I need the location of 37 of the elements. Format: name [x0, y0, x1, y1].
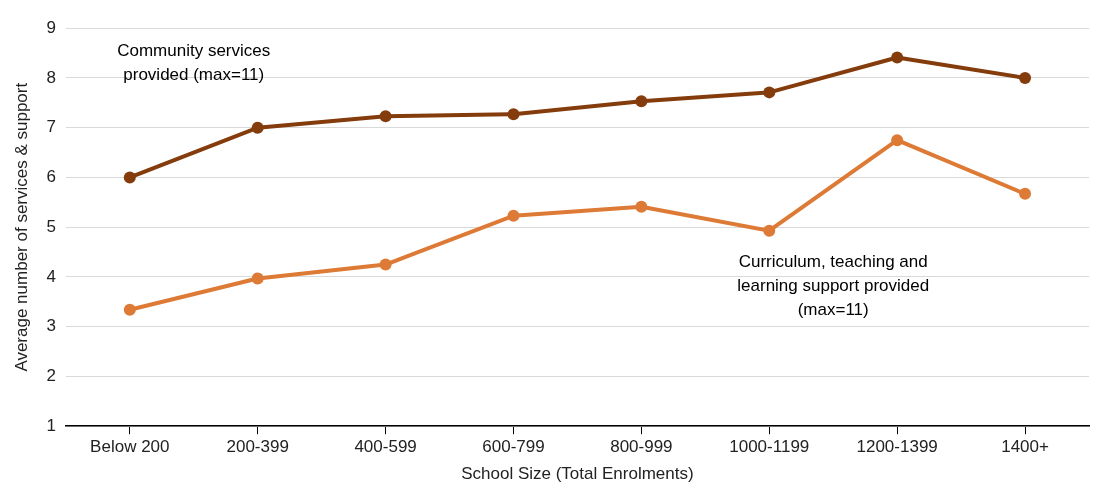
series-label: Curriculum, teaching and learning support provided (max=11)	[737, 252, 930, 320]
x-tick-label: 1400+	[1001, 437, 1049, 457]
point	[123, 303, 136, 316]
point	[1019, 187, 1032, 200]
y-axis-title: Average number of services & support	[11, 82, 31, 372]
point	[507, 209, 520, 222]
x-tick-label: 1200-1399	[856, 437, 938, 457]
y-tick-label: 7	[46, 117, 56, 137]
text: Community services provided (max=11)	[117, 41, 271, 85]
y-tick-label: 5	[46, 216, 56, 236]
y-tick-label: 3	[46, 316, 56, 336]
point	[1019, 71, 1032, 84]
point	[635, 95, 648, 108]
y-tick-label: 2	[46, 366, 56, 386]
x-tick-label: 200-399	[226, 437, 289, 457]
y-tick-label: 8	[46, 67, 56, 87]
point	[123, 171, 136, 184]
x-tick-label: 600-799	[482, 437, 545, 457]
x-axis-title: School Size (Total Enrolments)	[461, 464, 694, 484]
point	[635, 200, 648, 213]
point	[251, 272, 264, 285]
x-tick-label: 400-599	[354, 437, 417, 457]
point	[379, 110, 392, 123]
x-tick-label: Below 200	[90, 437, 170, 457]
y-tick-label: 6	[46, 167, 56, 187]
point	[891, 51, 904, 64]
point	[251, 121, 264, 134]
y-tick-label: 9	[46, 17, 56, 37]
y-tick-label: 1	[46, 415, 56, 435]
point	[379, 258, 392, 271]
x-tick-label: 800-999	[610, 437, 673, 457]
point	[507, 108, 520, 121]
point	[763, 86, 776, 99]
point	[763, 224, 776, 237]
x-tick-label: 1000-1199	[729, 437, 810, 457]
point	[891, 134, 904, 147]
y-tick-label: 4	[46, 266, 56, 286]
